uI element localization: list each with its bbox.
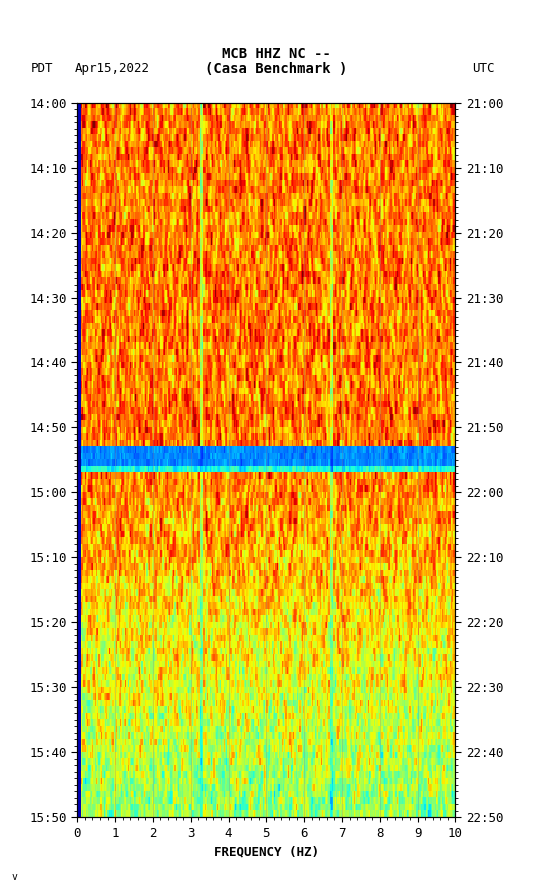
Text: PDT: PDT xyxy=(30,63,53,75)
Text: USGS: USGS xyxy=(35,16,65,29)
Text: UTC: UTC xyxy=(472,63,495,75)
Text: MCB HHZ NC --: MCB HHZ NC -- xyxy=(221,46,331,61)
Polygon shape xyxy=(9,7,74,34)
Text: v: v xyxy=(11,872,17,882)
X-axis label: FREQUENCY (HZ): FREQUENCY (HZ) xyxy=(214,846,319,858)
Text: (Casa Benchmark ): (Casa Benchmark ) xyxy=(205,62,347,76)
Text: Apr15,2022: Apr15,2022 xyxy=(75,63,150,75)
